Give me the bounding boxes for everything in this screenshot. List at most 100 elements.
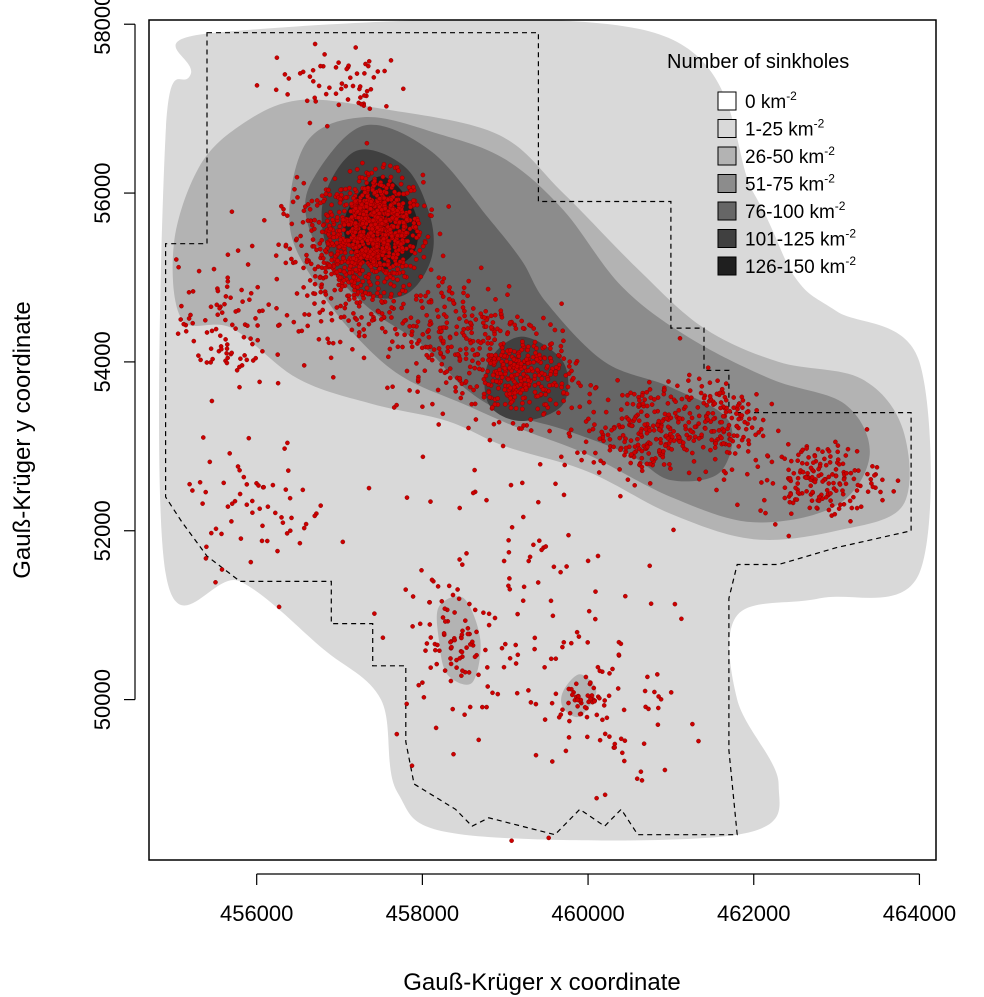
- sinkhole-point: [472, 365, 478, 371]
- plot-frame: [148, 19, 937, 861]
- sinkhole-point: [440, 294, 446, 299]
- sinkhole-point: [394, 402, 399, 408]
- sinkhole-point: [389, 315, 394, 320]
- sinkhole-point: [547, 383, 552, 388]
- sinkhole-point: [550, 613, 556, 619]
- sinkhole-point: [854, 505, 860, 511]
- sinkhole-point: [225, 275, 230, 281]
- sinkhole-point: [363, 215, 368, 221]
- sinkhole-point: [371, 75, 377, 80]
- sinkhole-point: [735, 502, 740, 508]
- sinkhole-point: [514, 690, 520, 696]
- sinkhole-point: [346, 297, 352, 302]
- sinkhole-point: [219, 346, 224, 352]
- sinkhole-point: [499, 374, 505, 380]
- sinkhole-point: [451, 751, 456, 757]
- sinkhole-point: [463, 351, 469, 357]
- sinkhole-point: [607, 734, 612, 739]
- sinkhole-point: [736, 416, 742, 422]
- sinkhole-point: [392, 189, 397, 195]
- sinkhole-point: [359, 239, 365, 244]
- sinkhole-point: [234, 367, 240, 373]
- sinkhole-point: [225, 252, 231, 257]
- sinkhole-point: [726, 442, 732, 448]
- sinkhole-point: [453, 389, 459, 394]
- sinkhole-point: [499, 645, 505, 651]
- sinkhole-point: [548, 359, 554, 364]
- sinkhole-point: [459, 649, 465, 655]
- sinkhole-point: [283, 487, 289, 492]
- sinkhole-point: [317, 246, 323, 252]
- sinkhole-point: [548, 372, 553, 377]
- sinkhole-point: [553, 691, 559, 697]
- sinkhole-point: [462, 313, 467, 319]
- sinkhole-point: [408, 315, 414, 321]
- sinkhole-point: [507, 656, 513, 661]
- sinkhole-point: [318, 503, 324, 508]
- legend-label: 101-125 km-2: [745, 227, 856, 251]
- sinkhole-point: [364, 204, 369, 209]
- sinkhole-point: [705, 410, 711, 416]
- sinkhole-point: [208, 360, 213, 365]
- sinkhole-point: [746, 438, 751, 443]
- sinkhole-point: [245, 262, 251, 267]
- sinkhole-point: [359, 315, 364, 320]
- sinkhole-point: [573, 360, 579, 366]
- sinkhole-point: [574, 629, 580, 635]
- sinkhole-point: [421, 179, 426, 185]
- sinkhole-point: [323, 292, 329, 297]
- sinkhole-point: [591, 685, 597, 691]
- sinkhole-point: [315, 264, 321, 269]
- sinkhole-point: [547, 428, 552, 434]
- sinkhole-point: [217, 333, 223, 339]
- sinkhole-point: [587, 428, 592, 434]
- sinkhole-point: [178, 317, 183, 322]
- sinkhole-point: [528, 700, 534, 705]
- sinkhole-point: [352, 287, 357, 293]
- sinkhole-point: [618, 641, 624, 647]
- sinkhole-point: [446, 296, 452, 302]
- sinkhole-point: [561, 640, 567, 645]
- sinkhole-point: [325, 336, 330, 342]
- sinkhole-point: [526, 688, 531, 693]
- sinkhole-point: [387, 346, 393, 352]
- sinkhole-point: [459, 632, 465, 638]
- sinkhole-point: [452, 610, 457, 615]
- sinkhole-point: [836, 506, 842, 512]
- sinkhole-point: [662, 767, 668, 773]
- sinkhole-point: [665, 424, 671, 430]
- sinkhole-point: [491, 421, 497, 427]
- sinkhole-point: [773, 522, 778, 527]
- sinkhole-point: [317, 310, 323, 315]
- sinkhole-point: [559, 348, 564, 354]
- sinkhole-point: [676, 435, 682, 440]
- sinkhole-point: [451, 300, 457, 306]
- x-axis: 456000 458000 460000 462000 464000: [220, 873, 956, 926]
- sinkhole-point: [476, 672, 481, 678]
- sinkhole-point: [411, 202, 417, 208]
- sinkhole-point: [518, 390, 523, 396]
- sinkhole-point: [410, 594, 416, 599]
- sinkhole-point: [380, 174, 386, 180]
- sinkhole-point: [349, 259, 355, 265]
- sinkhole-point: [496, 356, 502, 362]
- sinkhole-point: [620, 392, 625, 398]
- sinkhole-point: [345, 260, 351, 265]
- sinkhole-point: [703, 426, 708, 431]
- sinkhole-point: [407, 226, 413, 232]
- sinkhole-point: [582, 450, 587, 455]
- sinkhole-point: [446, 204, 452, 209]
- sinkhole-point: [440, 338, 446, 344]
- sinkhole-point: [359, 247, 365, 253]
- sinkhole-point: [457, 356, 463, 362]
- sinkhole-point: [441, 354, 446, 360]
- sinkhole-point: [376, 309, 382, 315]
- sinkhole-point: [321, 299, 326, 305]
- sinkhole-point: [605, 397, 611, 403]
- sinkhole-point: [383, 232, 388, 238]
- sinkhole-point: [816, 473, 822, 479]
- sinkhole-point: [377, 266, 383, 271]
- sinkhole-point: [562, 462, 568, 468]
- sinkhole-point: [647, 563, 653, 569]
- sinkhole-point: [622, 452, 627, 458]
